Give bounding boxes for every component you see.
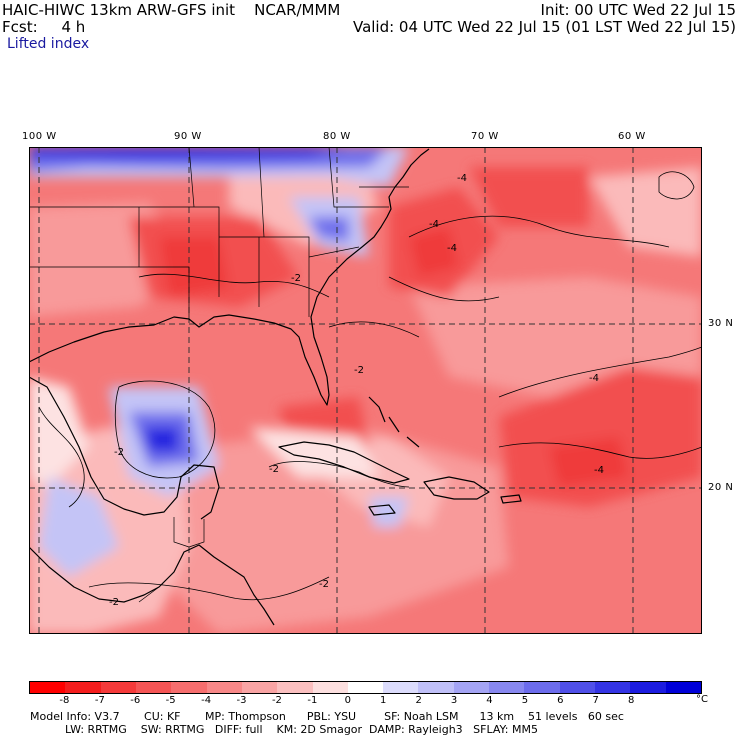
colorbar-label-14: 6: [557, 695, 564, 706]
mexico-gulf-coastline: [29, 376, 220, 520]
colorbar-swatch-7: [277, 682, 313, 693]
colorbar-label-15: 7: [592, 695, 599, 706]
hispaniola-outline: [423, 476, 490, 500]
contour-line-e: [114, 380, 216, 479]
field-deep-red-areas: [129, 167, 702, 507]
lon-label-80w: 80 W: [323, 131, 351, 142]
contour-label-5: -2: [291, 273, 301, 284]
contour-line-c: [498, 346, 702, 398]
colorbar-swatch-0: [30, 682, 66, 693]
colorbar-unit: °C: [696, 694, 708, 705]
colorbar-label-10: 2: [415, 695, 422, 706]
lat-label-20n: 20 N: [708, 482, 734, 493]
colorbar-swatch-6: [241, 682, 278, 693]
contour-label-9: -2: [319, 579, 329, 590]
colorbar-label-9: 1: [380, 695, 387, 706]
contour-line-d: [498, 442, 702, 459]
colorbar-label-8: 0: [344, 695, 351, 706]
colorbar-label-6: -2: [271, 695, 282, 706]
contour-label-10: -2: [109, 597, 119, 608]
colorbar-swatch-13: [489, 682, 525, 693]
model-title: HAIC-HIWC 13km ARW-GFS init NCAR/MMM: [2, 1, 341, 19]
colorbar-swatch-4: [171, 682, 207, 693]
contour-label-2: -4: [429, 219, 439, 230]
contour-line-a: [408, 215, 670, 248]
contour-line-h: [268, 461, 410, 488]
field-light-blue-areas: [29, 147, 409, 577]
colorbar-swatch-9: [347, 682, 384, 693]
colorbar-label-1: -7: [94, 695, 105, 706]
colorbar-swatch-3: [135, 682, 172, 693]
us-gulf-atlantic-coastline: [29, 148, 430, 406]
colorbar: [29, 681, 702, 694]
colorbar-label-7: -1: [307, 695, 318, 706]
contour-label-8: -2: [269, 464, 279, 475]
colorbar-swatch-17: [630, 682, 666, 693]
contour-label-4: -4: [589, 373, 599, 384]
contour-line-i: [38, 406, 85, 508]
contour-line-b: [388, 276, 500, 302]
colorbar-swatch-5: [206, 682, 242, 693]
lon-label-100w: 100 W: [22, 131, 57, 142]
colorbar-label-2: -6: [130, 695, 141, 706]
lon-label-90w: 90 W: [174, 131, 202, 142]
lifted-index-map: -4 -4 -4 -4 -2 -2 -2 -2 -2 -2 -4: [29, 147, 702, 634]
contour-line-g: [88, 576, 330, 601]
colorbar-label-12: 4: [486, 695, 493, 706]
model-info-line-1: Model Info: V3.7 CU: KF MP: Thompson PBL…: [30, 710, 624, 723]
contour-label-7: -2: [114, 447, 124, 458]
model-info-line-2: LW: RRTMG SW: RRTMG DIFF: full KM: 2D Sm…: [30, 723, 538, 736]
field-strongest-red-areas: [159, 227, 629, 487]
lat-label-30n: 30 N: [708, 318, 734, 329]
state-borders: [29, 147, 409, 317]
colorbar-label-16: 8: [627, 695, 635, 706]
lon-label-60w: 60 W: [618, 131, 646, 142]
bahamas-outline: [368, 396, 420, 448]
colorbar-label-13: 5: [521, 695, 529, 706]
field-salmon-areas: [29, 202, 702, 634]
contour-line-j: [658, 171, 695, 200]
colorbar-label-4: -4: [201, 695, 212, 706]
colorbar-label-0: -8: [59, 695, 70, 706]
colorbar-swatch-10: [383, 682, 419, 693]
colorbar-swatch-2: [100, 682, 136, 693]
cuba-outline: [278, 441, 410, 484]
map-frame: [29, 147, 702, 634]
country-borders: [138, 517, 205, 603]
colorbar-swatch-11: [418, 682, 454, 693]
central-america-coastline: [29, 544, 275, 626]
forecast-hour: Fcst: 4 h: [2, 18, 86, 36]
puerto-rico-outline: [500, 494, 522, 504]
colorbar-swatch-15: [559, 682, 595, 693]
init-time: Init: 00 UTC Wed 22 Jul 15: [540, 1, 736, 19]
contour-line-f: [138, 273, 330, 298]
colorbar-swatch-18: [665, 682, 701, 693]
colorbar-label-5: -3: [236, 695, 247, 706]
jamaica-outline: [368, 504, 396, 516]
valid-time: Valid: 04 UTC Wed 22 Jul 15 (01 LST Wed …: [352, 18, 736, 36]
field-name: Lifted index: [7, 36, 90, 52]
colorbar-swatch-14: [524, 682, 560, 693]
contour-label-3: -4: [447, 243, 457, 254]
colorbar-label-11: 3: [450, 695, 458, 706]
field-pale-areas: [29, 377, 379, 487]
contour-label-6: -2: [354, 365, 364, 376]
contour-label-11: -4: [594, 465, 604, 476]
colorbar-swatch-12: [453, 682, 490, 693]
colorbar-swatch-1: [65, 682, 101, 693]
contour-label-1: -4: [457, 173, 467, 184]
lon-label-70w: 70 W: [471, 131, 499, 142]
colorbar-label-3: -5: [165, 695, 176, 706]
contour-line-k: [328, 321, 420, 338]
colorbar-swatch-16: [595, 682, 631, 693]
colorbar-swatch-8: [312, 682, 348, 693]
